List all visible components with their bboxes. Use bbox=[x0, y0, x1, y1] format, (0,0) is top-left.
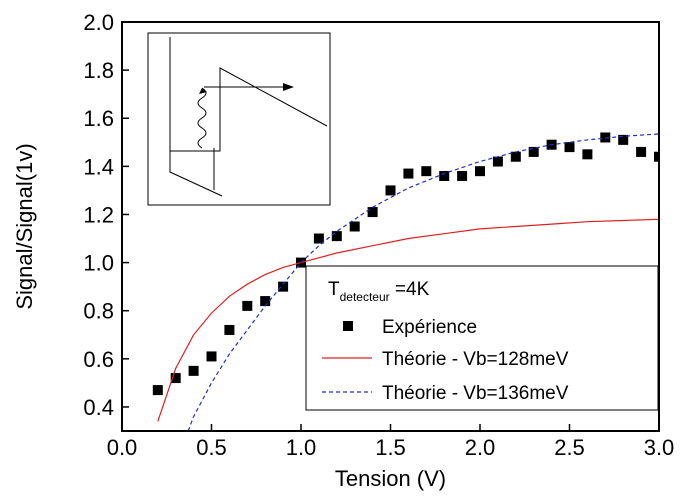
data-point bbox=[600, 132, 611, 143]
data-point bbox=[475, 166, 485, 177]
y-tick-label: 1.4 bbox=[83, 154, 114, 179]
data-point bbox=[188, 365, 199, 376]
x-tick-label: 0.0 bbox=[107, 435, 138, 460]
data-point bbox=[278, 281, 289, 292]
data-point bbox=[170, 373, 181, 384]
legend-box bbox=[305, 265, 659, 411]
x-tick-label: 1.0 bbox=[286, 435, 317, 460]
electron-arrow-icon bbox=[204, 83, 294, 91]
data-point bbox=[564, 142, 575, 153]
y-tick-label: 1.6 bbox=[83, 106, 114, 131]
y-tick-label: 2.0 bbox=[83, 10, 114, 35]
photon-arrow-icon bbox=[199, 88, 207, 94]
data-point bbox=[528, 146, 539, 157]
data-point bbox=[152, 385, 163, 396]
data-point bbox=[349, 221, 360, 232]
y-tick-label: 0.4 bbox=[83, 395, 114, 420]
data-point bbox=[618, 134, 629, 145]
legend-label-experience: Expérience bbox=[382, 317, 477, 338]
x-tick-label: 3.0 bbox=[644, 435, 675, 460]
theory-128mev-line bbox=[157, 218, 659, 422]
y-tick-label: 0.6 bbox=[83, 347, 114, 372]
band-diagram-drawing bbox=[169, 37, 328, 197]
x-tick-label: 0.5 bbox=[196, 435, 227, 460]
data-point bbox=[242, 300, 253, 311]
data-point bbox=[206, 351, 217, 362]
data-point bbox=[367, 207, 378, 218]
x-axis-title: Tension (V) bbox=[335, 466, 446, 491]
legend-label-theory-128: Théorie - Vb=128meV bbox=[382, 349, 569, 370]
data-point bbox=[492, 156, 503, 167]
x-tick-label: 2.0 bbox=[465, 435, 496, 460]
data-point bbox=[582, 149, 593, 160]
legend-square-marker bbox=[343, 321, 353, 331]
x-tick-label: 2.5 bbox=[554, 435, 585, 460]
temperature-annotation: Tdetecteur =4K bbox=[328, 279, 430, 304]
x-tick-label: 1.5 bbox=[375, 435, 406, 460]
data-point bbox=[457, 170, 468, 181]
data-point bbox=[260, 296, 271, 307]
legend: Tdetecteur =4K Expérience Théorie - Vb=1… bbox=[305, 265, 659, 411]
data-point bbox=[385, 185, 396, 196]
y-tick-label: 1.8 bbox=[83, 58, 114, 83]
inset-schematic bbox=[147, 32, 331, 206]
data-point bbox=[654, 151, 659, 162]
y-tick-label: 1.0 bbox=[83, 251, 114, 276]
y-tick-label: 0.8 bbox=[83, 299, 114, 324]
data-point bbox=[510, 151, 521, 162]
y-axis-title: Signal/Signal(1v) bbox=[12, 143, 37, 309]
y-tick-label: 1.2 bbox=[83, 202, 114, 227]
data-point bbox=[439, 170, 450, 181]
data-point bbox=[636, 146, 647, 157]
data-point bbox=[224, 324, 235, 335]
legend-label-theory-136: Théorie - Vb=136meV bbox=[382, 383, 569, 404]
data-point bbox=[403, 168, 414, 179]
data-point bbox=[313, 233, 324, 244]
data-point bbox=[331, 231, 342, 242]
inset-frame bbox=[147, 32, 331, 206]
data-point bbox=[421, 166, 432, 177]
theory-136mev-line bbox=[187, 133, 659, 431]
